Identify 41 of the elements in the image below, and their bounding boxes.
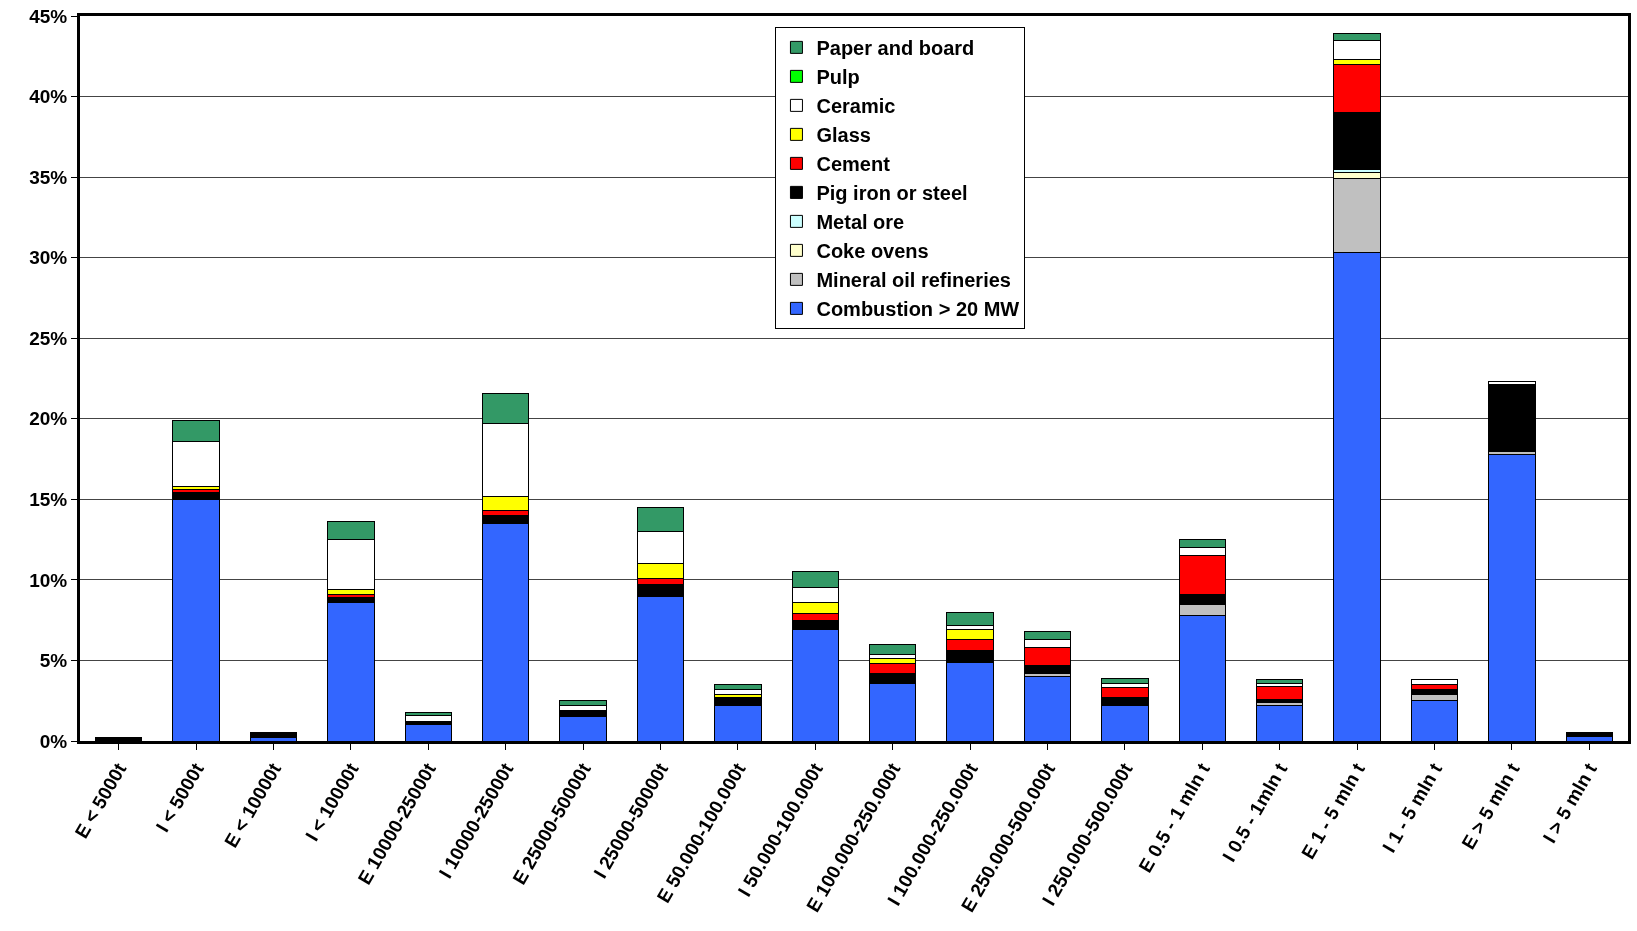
legend-label: Paper and board (816, 37, 975, 60)
bar (1565, 732, 1614, 737)
legend-label: Coke ovens (816, 240, 929, 263)
legend-label: Mineral oil refineries (816, 269, 1011, 292)
y-tick-label: 40% (29, 86, 68, 108)
legend-label: Combustion > 20 MW (816, 298, 1020, 321)
x-tick-label: I > 5 mln t (1538, 758, 1602, 847)
y-tick-label: 5% (39, 650, 68, 672)
legend-label: Cement (816, 153, 891, 176)
y-tick-label: 25% (29, 327, 68, 349)
x-tick-label: I 1 - 5 mln t (1378, 758, 1447, 856)
y-tick-label: 30% (29, 247, 68, 269)
bar (249, 732, 298, 739)
legend-label: Glass (816, 124, 871, 147)
x-tick-label: E > 5 mln t (1457, 758, 1524, 853)
bar (94, 737, 143, 741)
x-tick-label: E 1 - 5 mln t (1297, 758, 1370, 863)
x-tick-label: E 0.5 - 1 mln t (1134, 758, 1215, 877)
y-tick-label: 10% (29, 569, 68, 591)
bar (172, 498, 220, 741)
y-tick-label: 45% (29, 5, 68, 27)
bar (1255, 685, 1304, 700)
y-tick-label: 15% (29, 488, 68, 510)
bar (1410, 679, 1459, 686)
bar (327, 601, 375, 741)
y-tick-label: 0% (39, 730, 68, 752)
y-tick-label: 20% (29, 408, 68, 430)
legend-label: Pig iron or steel (816, 182, 968, 205)
bar (1023, 676, 1072, 741)
y-tick-label: 35% (29, 166, 68, 188)
bar (868, 643, 917, 655)
bar (404, 724, 453, 741)
bar (1488, 453, 1536, 741)
legend-label: Metal ore (816, 211, 905, 234)
bar (946, 611, 994, 626)
legend-label: Ceramic (816, 95, 896, 118)
legend-label: Pulp (816, 66, 860, 89)
bar (1101, 677, 1149, 684)
bar (559, 700, 607, 707)
bar (1488, 384, 1536, 452)
bar (1255, 705, 1304, 741)
